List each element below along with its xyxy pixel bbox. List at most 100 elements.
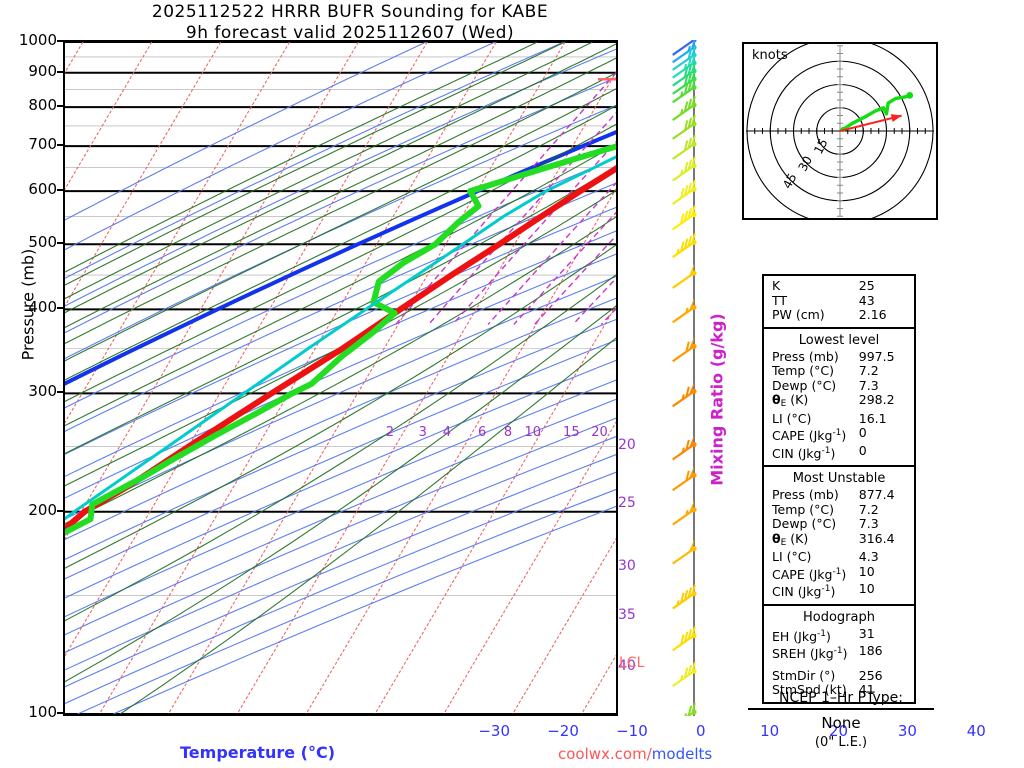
index-value: 25 bbox=[858, 278, 875, 293]
chart-title-block: 2025112522 HRRR BUFR Sounding for KABE 9… bbox=[0, 2, 700, 44]
wind-barb bbox=[672, 465, 697, 492]
pressure-tick-mark bbox=[57, 391, 64, 394]
table-row: CIN (Jkg-1) 10 bbox=[764, 581, 914, 600]
index-key: StmSpd (kt) bbox=[772, 682, 847, 697]
index-key: Press (mb) bbox=[772, 487, 839, 502]
watermark[interactable]: coolwx.com/modelts bbox=[558, 745, 712, 763]
temperature-tick-5: 20 bbox=[828, 722, 849, 740]
temperature-tick-7: 40 bbox=[966, 722, 986, 740]
pressure-tick-500: 500 bbox=[28, 233, 57, 252]
section-header: Hodograph bbox=[803, 609, 875, 625]
index-key: Temp (°C) bbox=[772, 501, 835, 517]
mixing-ratio-right-tick-25: 25 bbox=[618, 495, 636, 511]
wind-barb bbox=[672, 584, 697, 610]
pressure-tick-600: 600 bbox=[28, 180, 57, 199]
indices-section-lowest-level: Lowest level Press (mb) 997.5 Temp (°C) 7.2 D… bbox=[764, 329, 914, 467]
y-axis-label: Pressure (mb) bbox=[18, 248, 38, 361]
index-key: PW (cm) bbox=[772, 307, 825, 322]
mixing-ratio-right-tick-30: 30 bbox=[618, 558, 636, 574]
index-key: CIN (Jkg-1) bbox=[772, 445, 836, 461]
table-row: Temp (°C) 7.2 bbox=[764, 363, 914, 379]
indices-section-top: K 25 TT 43 PW (cm) 2.16 bbox=[764, 276, 914, 329]
wind-barb bbox=[672, 96, 697, 121]
index-value: 43 bbox=[858, 292, 875, 308]
pressure-tick-400: 400 bbox=[28, 298, 57, 317]
lcl-marker-label: LCL bbox=[619, 655, 645, 671]
wind-barb bbox=[672, 114, 697, 140]
index-value: 10 bbox=[858, 581, 875, 596]
x-axis-label: Temperature (°C) bbox=[180, 743, 336, 762]
wind-barb-column bbox=[650, 30, 712, 728]
index-key: StmDir (°) bbox=[772, 667, 836, 683]
title-line-1: 2025112522 HRRR BUFR Sounding for KABE bbox=[151, 2, 549, 22]
hodograph-panel[interactable]: 15 30 45 knots bbox=[742, 37, 938, 225]
pressure-tick-mark bbox=[57, 189, 64, 192]
index-value: 7.2 bbox=[858, 501, 879, 517]
wind-barb bbox=[672, 134, 697, 160]
index-key: θE (K) bbox=[772, 530, 809, 548]
table-row: Press (mb) 877.4 bbox=[764, 487, 914, 503]
wind-barb bbox=[672, 381, 697, 408]
wind-barbs-svg bbox=[672, 30, 697, 728]
hodograph-ring-label-30: 30 bbox=[796, 154, 816, 174]
index-value: 7.3 bbox=[858, 516, 879, 531]
index-key: LI (°C) bbox=[772, 410, 812, 426]
ptype-panel: NCEP 1–Hr PType: None (0" L.E.) bbox=[748, 690, 934, 750]
watermark-domain: coolwx.com/ bbox=[558, 745, 652, 763]
index-value: 256 bbox=[858, 667, 883, 683]
index-key: θE (K) bbox=[772, 392, 809, 409]
table-row: CAPE (Jkg-1) 0 bbox=[764, 425, 914, 444]
table-row: LI (°C) 4.3 bbox=[764, 549, 914, 565]
pressure-tick-300: 300 bbox=[28, 382, 57, 401]
table-row: LI (°C) 16.1 bbox=[764, 410, 914, 427]
pressure-tick-mark bbox=[57, 40, 64, 42]
wind-barb bbox=[672, 205, 697, 231]
skewt-diagram bbox=[65, 42, 616, 714]
table-row: Dewp (°C) 7.3 bbox=[764, 516, 914, 532]
wind-barb bbox=[672, 336, 697, 363]
index-value: 997.5 bbox=[858, 348, 895, 364]
temperature-tick-6: 30 bbox=[897, 722, 917, 740]
hodograph-ring-label-45: 45 bbox=[780, 171, 800, 191]
ptype-liquid-equivalent: (0" L.E.) bbox=[814, 735, 868, 750]
index-key: LI (°C) bbox=[772, 549, 812, 564]
temperature-tick-1: −20 bbox=[547, 722, 579, 740]
table-row: Press (mb) 997.5 bbox=[764, 348, 914, 365]
index-key: SREH (Jkg-1) bbox=[772, 646, 848, 661]
wind-barb bbox=[672, 297, 697, 324]
pressure-tick-700: 700 bbox=[28, 135, 57, 154]
index-value: 877.4 bbox=[858, 487, 895, 502]
storm-motion-vector bbox=[839, 114, 902, 132]
table-row: StmDir (°) 256 bbox=[764, 667, 914, 684]
wind-barb bbox=[672, 434, 697, 461]
table-row: CIN (Jkg-1) 0 bbox=[764, 443, 914, 462]
hodograph-units-label: knots bbox=[752, 48, 788, 63]
index-key: CAPE (Jkg-1) bbox=[772, 428, 847, 443]
index-key: CIN (Jkg-1) bbox=[772, 584, 836, 599]
wind-barb bbox=[672, 662, 697, 688]
hodograph-ring-label-15: 15 bbox=[811, 136, 831, 156]
pressure-tick-mark bbox=[57, 307, 64, 310]
indices-section-most-unstable: Most Unstable Press (mb) 877.4 Temp (°C) 7.2… bbox=[764, 467, 914, 606]
wind-barb bbox=[672, 263, 697, 289]
section-header: Lowest level bbox=[798, 332, 880, 348]
wind-barb bbox=[672, 233, 697, 259]
temperature-tick-2: −10 bbox=[616, 722, 648, 740]
mixing-ratio-right-tick-35: 35 bbox=[618, 607, 636, 623]
index-value: 16.1 bbox=[858, 410, 887, 426]
table-row: PW (cm) 2.16 bbox=[764, 307, 914, 323]
index-key: Dewp (°C) bbox=[772, 516, 837, 531]
table-row: θE (K) 316.4 bbox=[764, 530, 914, 551]
table-row: StmSpd (kt) 41 bbox=[764, 682, 914, 698]
index-value: 0 bbox=[858, 425, 867, 440]
mixing-ratio-tick-4: 4 bbox=[442, 425, 452, 440]
index-value: 4.3 bbox=[858, 549, 879, 564]
wind-barb bbox=[672, 156, 697, 182]
mixing-ratio-tick-3: 3 bbox=[418, 425, 427, 440]
mixing-ratio-tick-15: 15 bbox=[563, 425, 580, 440]
pressure-tick-1000: 1000 bbox=[18, 31, 57, 49]
index-value: 7.2 bbox=[858, 363, 879, 378]
skewt-plot-area[interactable] bbox=[63, 40, 618, 716]
watermark-path: modelts bbox=[651, 745, 713, 763]
